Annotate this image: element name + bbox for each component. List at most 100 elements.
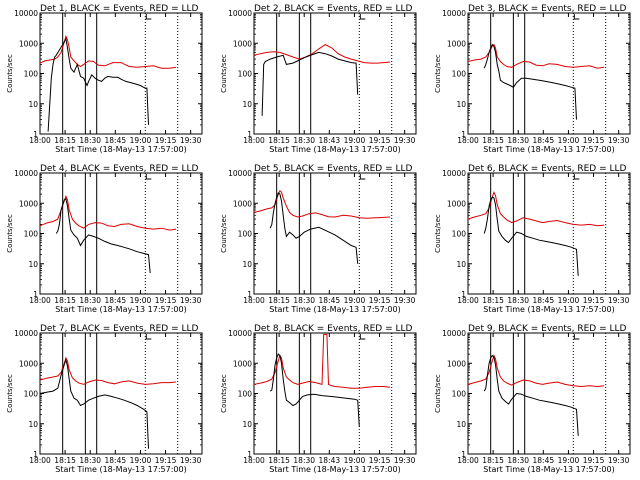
x-axis-label: Start Time (18-May-13 17:57:00) (269, 465, 400, 474)
events-series-line (39, 358, 149, 449)
x-tick-label: 18:15 (54, 296, 76, 305)
chart-title: Det 4, BLACK = Events, RED = LLD (40, 164, 199, 174)
y-tick-label: 10000 (228, 9, 252, 18)
x-tick-label: 19:15 (369, 136, 391, 145)
y-axis-label: Counts/sec (6, 374, 14, 413)
y-axis-label: Counts/sec (6, 54, 14, 93)
x-tick-label: 19:30 (180, 456, 202, 465)
x-tick-label: 19:00 (558, 296, 580, 305)
x-tick-label: 19:15 (155, 456, 177, 465)
x-tick-label: 18:45 (533, 296, 555, 305)
x-tick-label: 18:30 (79, 456, 101, 465)
x-tick-label: 19:30 (608, 296, 630, 305)
y-tick-label: 1000 (447, 359, 466, 368)
y-tick-label: 10 (28, 260, 38, 269)
x-tick-label: 19:30 (394, 456, 416, 465)
detector-chart-6: Det 6, BLACK = Events, RED = LLD 1 10 100 10… (434, 164, 631, 314)
detector-chart-4: Det 4, BLACK = Events, RED = LLD 1 10 100 10… (6, 164, 203, 314)
y-tick-label: 10000 (442, 169, 466, 178)
y-tick-label: 10000 (228, 329, 252, 338)
x-axis-label: Start Time (18-May-13 17:57:00) (55, 305, 186, 314)
x-tick-label: 19:00 (344, 296, 366, 305)
x-tick-label: 19:15 (583, 136, 605, 145)
y-tick-label: 1 (461, 290, 466, 299)
chart-title: Det 7, BLACK = Events, RED = LLD (40, 324, 199, 334)
y-tick-label: 1 (247, 450, 252, 459)
lld-series-line (39, 356, 177, 385)
x-tick-label: 19:30 (608, 456, 630, 465)
y-tick-label: 100 (452, 70, 467, 79)
y-tick-label: 10 (242, 260, 252, 269)
x-tick-label: 18:30 (293, 456, 315, 465)
x-tick-label: 18:00 (243, 136, 265, 145)
x-tick-label: 19:15 (369, 456, 391, 465)
y-axis-label: Counts/sec (434, 374, 442, 413)
y-tick-label: 1 (461, 130, 466, 139)
chart-title: Det 8, BLACK = Events, RED = LLD (254, 324, 413, 334)
x-tick-label: 18:00 (457, 296, 479, 305)
lld-series-line (467, 354, 605, 388)
events-series-line (483, 43, 577, 120)
y-tick-label: 1000 (19, 199, 38, 208)
y-tick-label: 1000 (19, 359, 38, 368)
events-series-line (269, 353, 360, 427)
time-bracket (145, 334, 152, 340)
y-tick-label: 1 (33, 450, 38, 459)
y-tick-label: 10 (456, 100, 466, 109)
chart-title: Det 1, BLACK = Events, RED = LLD (40, 4, 199, 14)
y-tick-label: 1000 (447, 39, 466, 48)
y-tick-label: 1 (461, 450, 466, 459)
x-tick-label: 19:00 (130, 136, 152, 145)
events-series-line (483, 196, 579, 276)
x-tick-label: 19:30 (394, 136, 416, 145)
lld-series-line (253, 44, 391, 64)
events-series-line (47, 37, 149, 132)
x-tick-label: 18:00 (457, 136, 479, 145)
x-tick-label: 18:45 (319, 296, 341, 305)
time-bracket (359, 14, 366, 20)
y-tick-label: 1000 (233, 359, 252, 368)
time-bracket (573, 174, 580, 180)
y-axis-label: Counts/sec (434, 214, 442, 253)
x-axis-label: Start Time (18-May-13 17:57:00) (483, 145, 614, 154)
detector-chart-8: Det 8, BLACK = Events, RED = LLD 1 10 100 10… (220, 324, 417, 474)
x-tick-label: 18:00 (29, 456, 51, 465)
y-tick-label: 1 (247, 130, 252, 139)
x-tick-label: 19:00 (344, 136, 366, 145)
x-tick-label: 19:00 (130, 296, 152, 305)
y-tick-label: 10000 (442, 9, 466, 18)
events-series-line (269, 192, 359, 264)
y-tick-label: 100 (238, 230, 253, 239)
x-tick-label: 19:30 (394, 296, 416, 305)
events-series-line (483, 354, 579, 436)
y-tick-label: 10 (456, 260, 466, 269)
x-tick-label: 18:30 (79, 296, 101, 305)
detector-chart-3: Det 3, BLACK = Events, RED = LLD 1 10 100 10… (434, 4, 631, 154)
x-tick-label: 18:30 (293, 136, 315, 145)
x-tick-label: 19:30 (608, 136, 630, 145)
lld-series-line (39, 34, 177, 69)
x-tick-label: 18:30 (507, 456, 529, 465)
y-tick-label: 100 (238, 390, 253, 399)
y-axis-label: Counts/sec (220, 214, 228, 253)
x-axis-label: Start Time (18-May-13 17:57:00) (55, 145, 186, 154)
chart-title: Det 5, BLACK = Events, RED = LLD (254, 164, 413, 174)
y-tick-label: 10000 (14, 9, 38, 18)
time-bracket (145, 174, 152, 180)
x-tick-label: 18:00 (457, 456, 479, 465)
x-tick-label: 18:15 (482, 136, 504, 145)
y-tick-label: 10 (456, 420, 466, 429)
x-tick-label: 18:15 (482, 296, 504, 305)
y-tick-label: 100 (24, 70, 39, 79)
chart-title: Det 9, BLACK = Events, RED = LLD (468, 324, 627, 334)
y-tick-label: 1000 (447, 199, 466, 208)
chart-title: Det 2, BLACK = Events, RED = LLD (254, 4, 413, 14)
chart-title: Det 6, BLACK = Events, RED = LLD (468, 164, 627, 174)
y-tick-label: 10 (28, 100, 38, 109)
x-tick-label: 18:45 (105, 136, 127, 145)
y-tick-label: 100 (238, 70, 253, 79)
y-tick-label: 10000 (14, 169, 38, 178)
x-tick-label: 19:15 (583, 456, 605, 465)
x-tick-label: 18:30 (507, 136, 529, 145)
x-tick-label: 19:00 (344, 456, 366, 465)
